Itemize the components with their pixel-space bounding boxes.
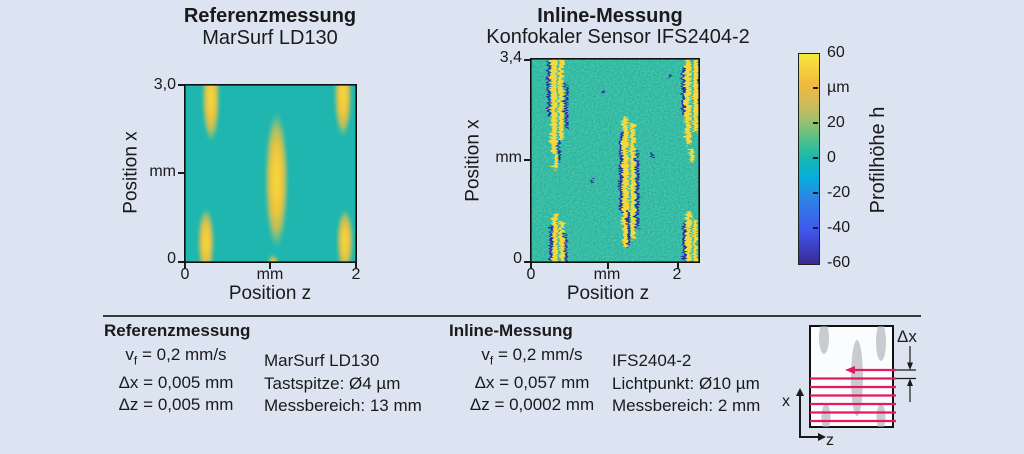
dimension-arrow-down-icon [907,362,913,370]
axis-tick [178,84,184,86]
reference-xtick-mid: mm [256,266,284,283]
reference-info-params: vf = 0,2 mm/s Δx = 0,005 mm Δz = 0,005 m… [100,344,252,417]
colorbar-tick-20: 20 [827,114,845,131]
axis-tick [813,157,818,159]
axis-tick [813,192,818,194]
inline-xtick-left: 0 [526,266,536,283]
reference-ytick-bottom: 0 [167,250,176,267]
dx-label: Δx [897,327,917,346]
scan-raster-lines [810,368,896,423]
inline-device-info: IFS2404-2 Lichtpunkt: Ø10 µm Messbereich… [612,350,760,418]
colorbar-label: Profilhöhe h [867,106,889,214]
axis-tick [524,261,530,263]
colorbar-tick-m40: -40 [827,219,851,236]
inline-param-dx: Δx = 0,057 mm [474,372,590,392]
axis-tick [184,263,186,269]
inline-device-name: IFS2404-2 [612,351,692,370]
axis-tick [178,261,184,263]
axis-tick [269,263,271,269]
info-separator [103,315,921,317]
axis-tick [677,263,679,269]
heatmap-streaks [197,84,354,263]
colorbar-tick-m60: -60 [827,254,851,271]
reference-device-info: MarSurf LD130 Tastspitze: Ø4 µm Messbere… [264,350,422,418]
reference-ytick-mid: mm [149,163,176,180]
delta-x-dimension [896,346,916,402]
colorbar-tick-0: 0 [827,149,836,166]
reference-device-name: MarSurf LD130 [264,351,380,370]
inline-param-dz: Δz = 0,0002 mm [469,395,595,415]
inline-chart-subtitle: Konfokaler Sensor IFS2404-2 [486,26,750,48]
axis-tick [524,59,530,61]
axis-label-z: z [826,432,834,449]
axis-tick [178,172,184,174]
inline-device-range: Messbereich: 2 mm [612,396,761,415]
z-axis-arrow-icon [818,433,826,441]
reference-device-tip: Tastspitze: Ø4 µm [264,373,401,393]
reference-device-range: Messbereich: 13 mm [264,396,422,415]
reference-ytick-top: 3,0 [153,76,176,93]
reference-chart-subtitle: MarSurf LD130 [202,27,338,49]
plot-border [184,84,357,263]
inline-info-params: vf = 0,2 mm/s Δx = 0,057 mm Δz = 0,0002 … [446,344,618,417]
inline-heatmap [530,58,700,263]
colorbar-tick-m20: -20 [827,184,851,201]
reference-param-dx: Δx = 0,005 mm [118,372,234,392]
reference-xtick-left: 0 [180,266,190,283]
axis-tick [524,159,530,161]
axis-tick [813,227,818,229]
inline-xtick-right: 2 [672,266,682,283]
axis-tick [813,122,818,124]
reference-x-axis-label: Position z [228,283,312,304]
dimension-arrow-up-icon [907,378,913,386]
axis-label-x: x [782,393,790,410]
colorbar [798,53,820,265]
inline-ytick-bottom: 0 [513,250,522,267]
reference-heatmap [184,84,357,263]
axis-tick [530,263,532,269]
scan-schematic: Δx x z [782,325,917,449]
inline-ytick-top: 3,4 [499,49,522,66]
plot-border [530,58,700,263]
inline-ytick-mid: mm [495,149,522,166]
inline-x-axis-label: Position z [566,283,650,304]
axis-tick [355,263,357,269]
coordinate-axes [799,394,820,438]
colorbar-tick-unit: µm [827,79,850,96]
colorbar-tick-60: 60 [827,44,845,61]
axis-tick [813,87,818,89]
reference-param-vf: vf = 0,2 mm/s [125,345,227,368]
inline-chart-title: Inline-Messung [537,5,683,27]
reference-xtick-right: 2 [351,266,361,283]
reference-chart-title: Referenzmessung [183,5,357,27]
inline-xtick-mid: mm [593,266,621,283]
reference-info-heading: Referenzmessung [104,321,251,340]
x-axis-arrow-icon [796,388,804,396]
scan-direction-arrow-icon [845,366,855,374]
inline-device-spot: Lichtpunkt: Ø10 µm [612,373,760,393]
axis-tick [607,263,609,269]
reference-param-dz: Δz = 0,005 mm [118,395,234,415]
inline-param-vf: vf = 0,2 mm/s [481,345,583,368]
inline-info-heading: Inline-Messung [449,321,573,340]
